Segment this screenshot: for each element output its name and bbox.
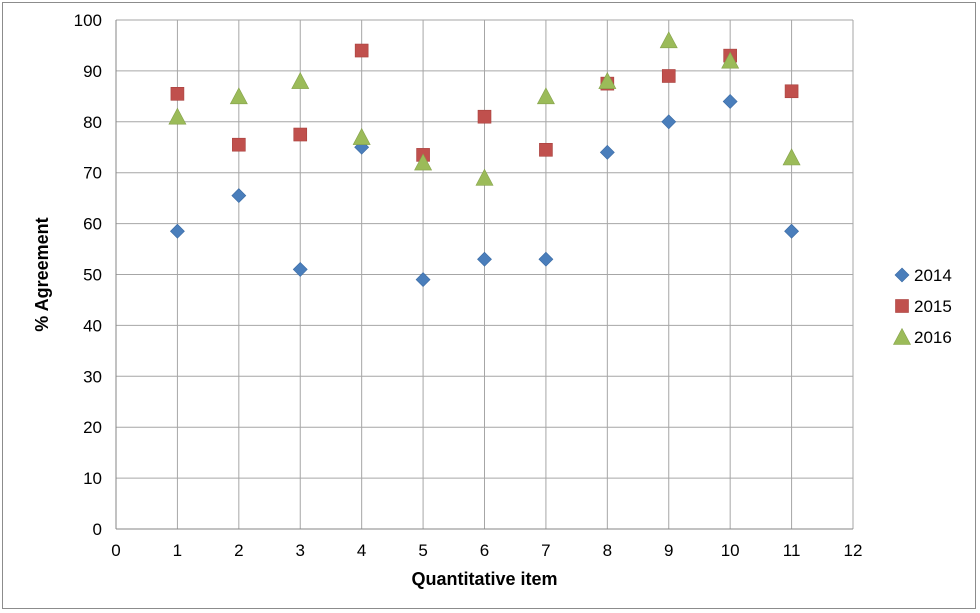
data-point-2015 (354, 43, 369, 58)
data-point-2014 (661, 114, 677, 130)
x-tick-label: 12 (844, 541, 863, 560)
y-tick-label: 0 (93, 520, 102, 539)
data-point-2016 (414, 153, 433, 171)
legend-marker-2016 (893, 327, 911, 345)
data-point-2016 (229, 87, 248, 105)
data-point-2016 (475, 168, 494, 186)
y-tick-label: 40 (83, 316, 102, 335)
x-tick-label: 1 (173, 541, 182, 560)
data-point-2014 (231, 188, 247, 204)
y-tick-label: 70 (83, 164, 102, 183)
legend-label: 2016 (914, 328, 952, 347)
y-tick-label: 100 (74, 11, 102, 30)
legend-label: 2014 (914, 266, 952, 285)
data-point-2014 (169, 223, 185, 239)
series-2016 (168, 31, 801, 186)
data-point-2016 (168, 107, 187, 125)
x-tick-label: 3 (296, 541, 305, 560)
x-tick-labels: 0 1 2 3 4 5 6 7 8 9 10 11 12 (111, 541, 862, 560)
data-point-2016 (291, 71, 310, 89)
x-tick-label: 2 (234, 541, 243, 560)
legend-item: 2016 (893, 327, 952, 347)
data-point-2016 (721, 51, 740, 69)
y-tick-label: 50 (83, 266, 102, 285)
data-point-2015 (293, 127, 308, 142)
data-point-2014 (722, 94, 738, 109)
y-tick-label: 90 (83, 62, 102, 81)
data-point-2015 (170, 87, 185, 101)
y-axis-title: % Agreement (32, 217, 52, 331)
y-tick-label: 10 (83, 469, 102, 488)
legend-item: 2015 (895, 297, 952, 316)
axes (115, 20, 853, 530)
y-tick-labels: 0 10 20 30 40 50 60 70 80 90 100 (74, 11, 102, 539)
legend-label: 2015 (914, 297, 952, 316)
legend-marker-2014 (894, 267, 910, 283)
x-tick-label: 7 (541, 541, 550, 560)
y-tick-label: 80 (83, 113, 102, 132)
data-point-2016 (598, 71, 617, 89)
legend-marker-2015 (895, 299, 909, 313)
x-tick-label: 5 (418, 541, 427, 560)
x-tick-label: 4 (357, 541, 366, 560)
x-tick-label: 9 (664, 541, 673, 560)
legend-item: 2014 (894, 266, 952, 285)
data-point-2014 (292, 261, 308, 277)
x-axis-title: Quantitative item (411, 569, 557, 589)
data-point-2016 (352, 127, 371, 145)
legend: 2014 2015 2016 (893, 266, 952, 347)
x-tick-label: 6 (480, 541, 489, 560)
y-tick-label: 60 (83, 215, 102, 234)
data-points (168, 31, 801, 288)
data-point-2014 (538, 251, 554, 267)
series-2014 (169, 94, 800, 288)
data-point-2016 (659, 31, 678, 49)
data-point-2015 (784, 84, 799, 99)
y-tick-label: 20 (83, 418, 102, 437)
data-point-2016 (536, 87, 555, 105)
y-tick-label: 30 (83, 367, 102, 386)
gridlines (116, 19, 854, 529)
x-tick-label: 8 (603, 541, 612, 560)
x-tick-label: 0 (111, 541, 120, 560)
data-point-2014 (415, 272, 431, 288)
data-point-2015 (539, 142, 553, 157)
data-point-2014 (784, 223, 800, 239)
data-point-2014 (477, 251, 492, 267)
data-point-2015 (661, 69, 676, 83)
data-point-2014 (599, 144, 615, 160)
x-tick-label: 10 (721, 541, 740, 560)
data-point-2015 (477, 109, 492, 124)
data-point-2016 (782, 148, 801, 166)
data-point-2015 (232, 137, 246, 152)
x-tick-label: 11 (783, 541, 801, 560)
